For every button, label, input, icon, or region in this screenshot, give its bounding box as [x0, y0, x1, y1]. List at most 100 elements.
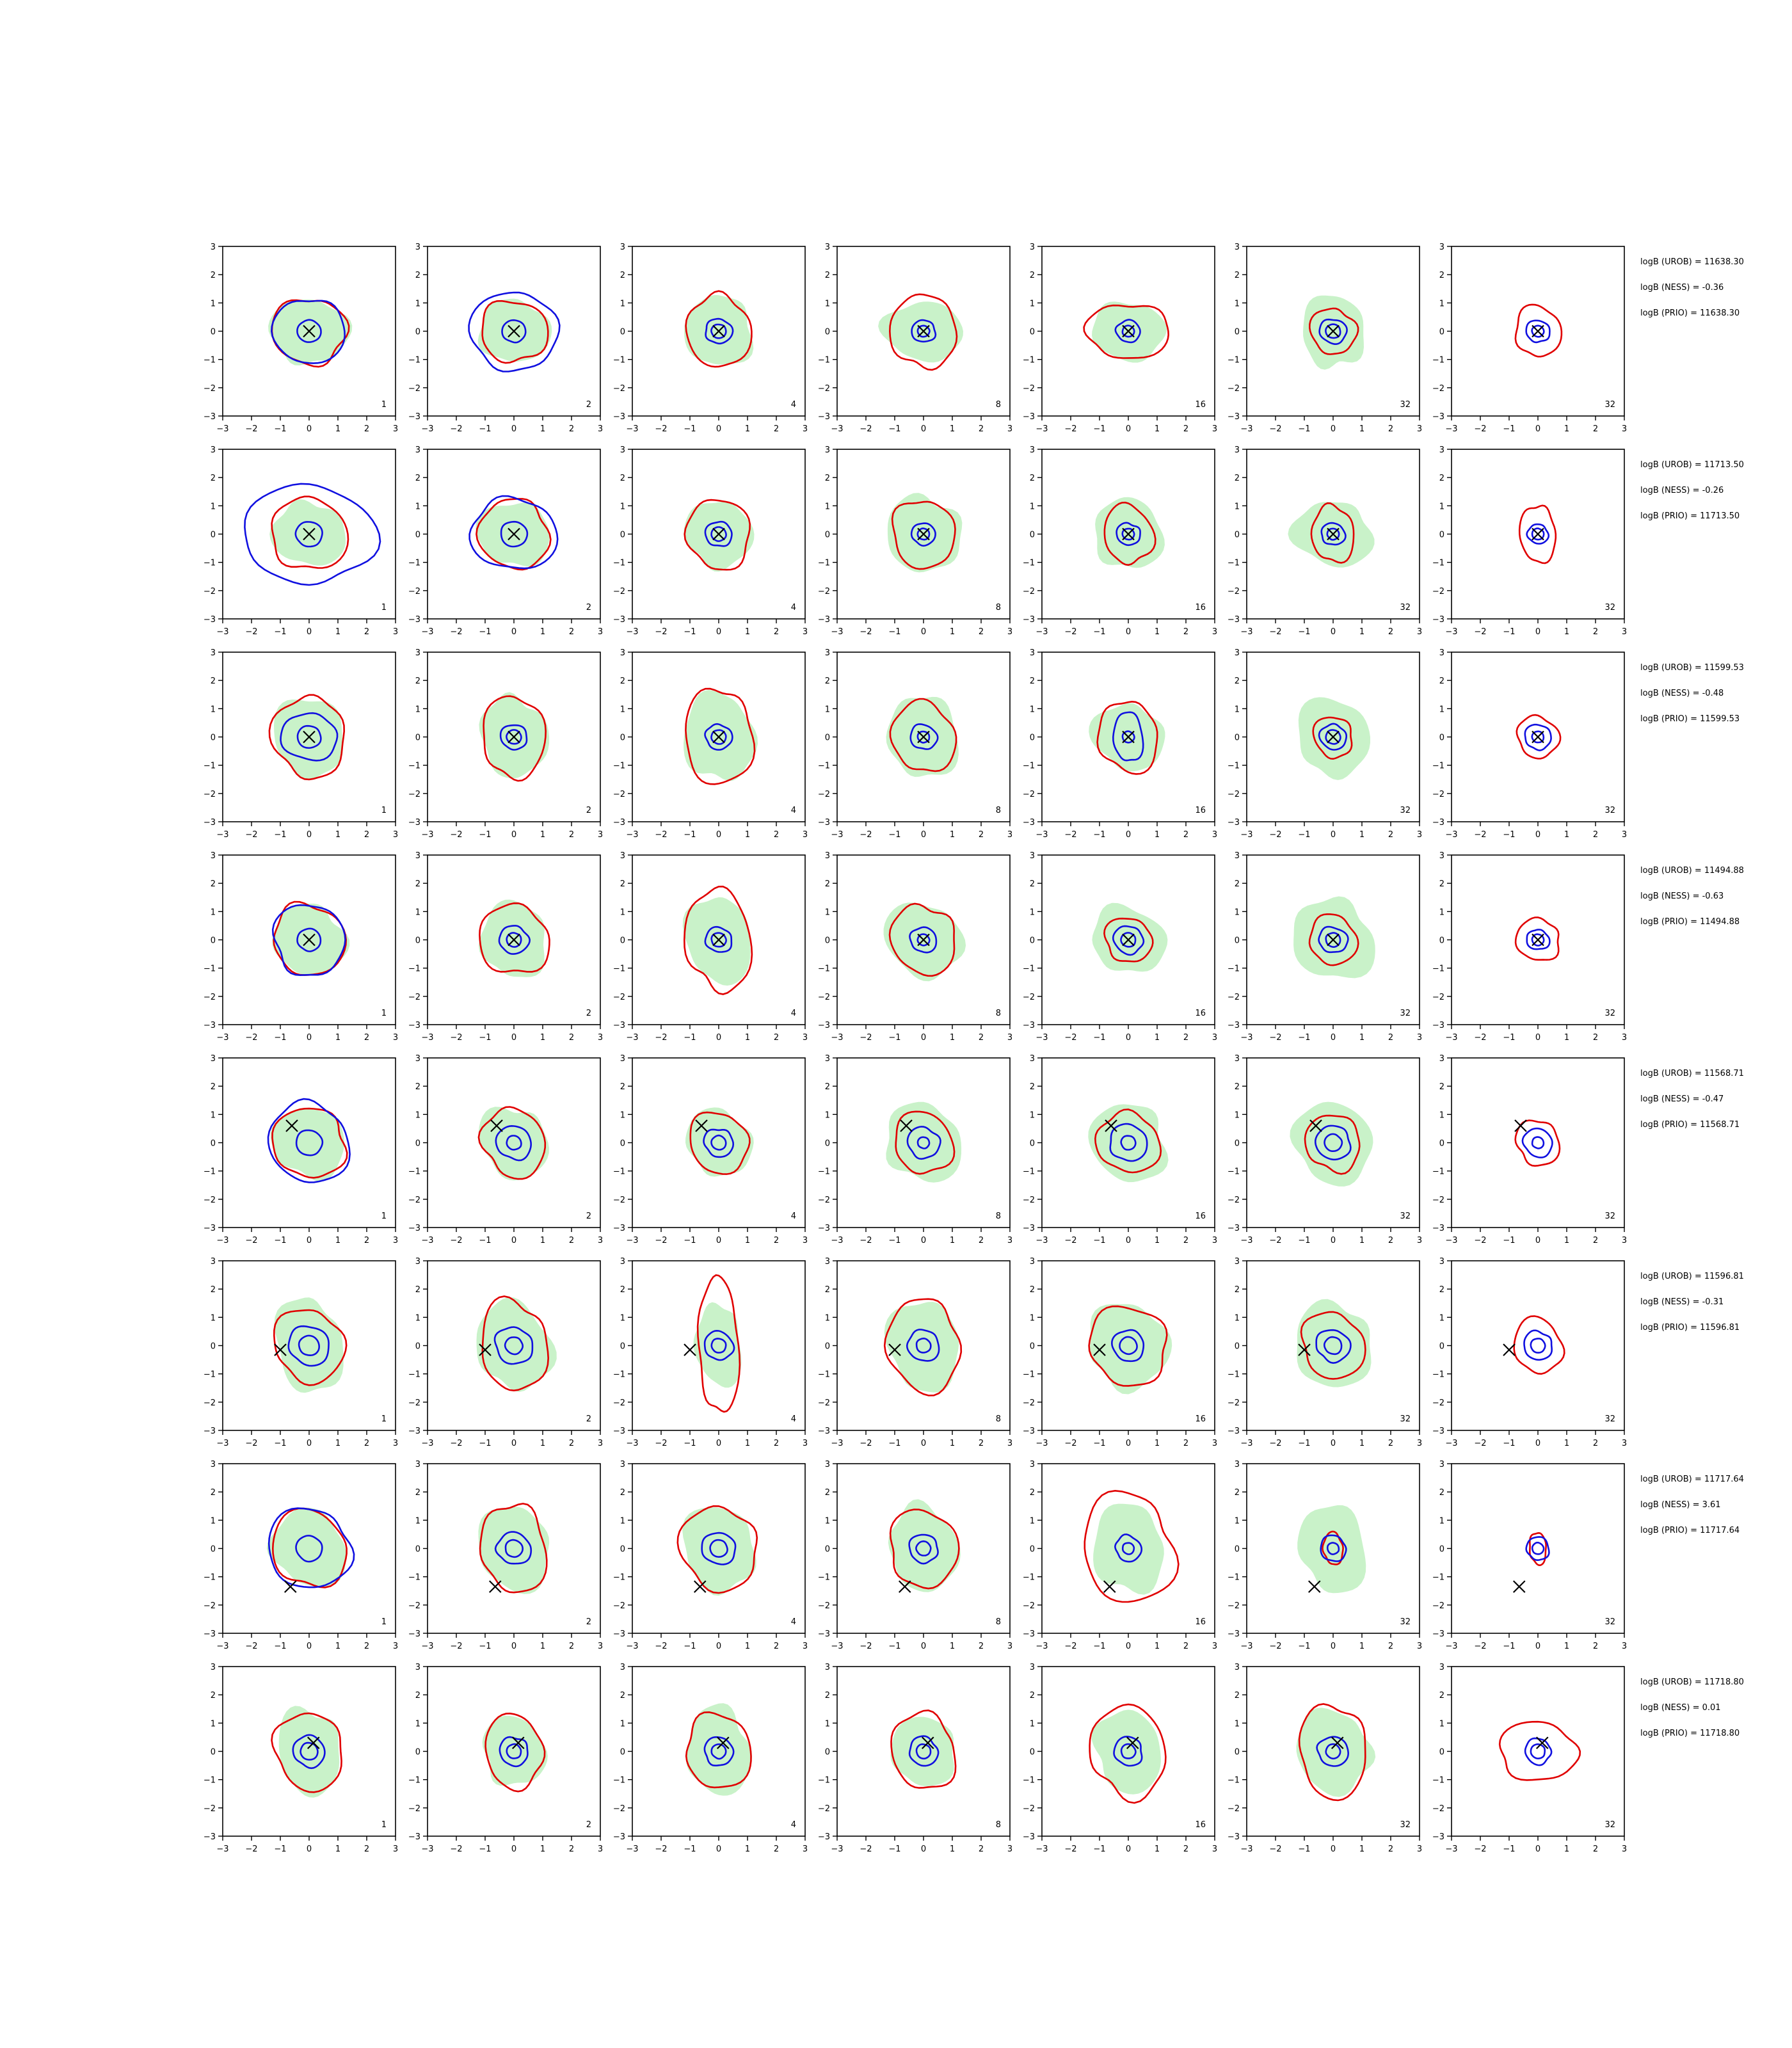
- y-tick-label: 2: [620, 676, 625, 686]
- y-tick-label: −3: [204, 1224, 216, 1233]
- true-value-marker: [303, 324, 316, 338]
- y-tick-label: 3: [825, 1460, 830, 1469]
- x-tick-label: 1: [950, 1642, 955, 1651]
- x-tick-label: 3: [1212, 627, 1217, 637]
- x-tick-label: −2: [655, 1236, 667, 1245]
- y-tick-label: −2: [1228, 384, 1240, 394]
- y-tick-label: −2: [1023, 1601, 1035, 1611]
- y-tick-label: 1: [620, 705, 625, 714]
- blue-contour: [710, 1338, 727, 1354]
- blue-contour: [1325, 729, 1341, 745]
- x-tick-label: 1: [1359, 1033, 1364, 1043]
- y-tick-label: 1: [415, 1110, 420, 1120]
- red-contour: [1514, 1119, 1561, 1167]
- y-tick-label: −3: [204, 412, 216, 422]
- x-tick-label: 2: [979, 1033, 984, 1043]
- x-tick-label: −3: [1445, 424, 1457, 434]
- x-tick-label: 3: [598, 830, 603, 840]
- y-tick-label: 2: [1439, 1488, 1444, 1498]
- true-value-marker: [900, 1119, 913, 1132]
- x-tick-label: 2: [569, 1033, 574, 1043]
- plot-area: [244, 483, 381, 586]
- red-contour: [685, 290, 753, 368]
- blue-contour: [710, 729, 727, 745]
- y-tick-label: 2: [1439, 474, 1444, 483]
- y-tick-label: −2: [1432, 1196, 1444, 1205]
- panel-label: 16: [1195, 1009, 1206, 1018]
- x-tick-label: 2: [569, 424, 574, 434]
- y-tick-label: 2: [1030, 271, 1035, 280]
- subplot-r8-c7: −3 −2 −1 0 1 2 3 −3 −2 −1 0 1 2 3 32: [1432, 1663, 1627, 1854]
- x-tick-label: −1: [1503, 1844, 1515, 1854]
- stats-line: logB (PRIO) = 11718.80: [1640, 1729, 1740, 1738]
- blue-contour: [1114, 319, 1141, 344]
- y-tick-label: −3: [204, 1021, 216, 1030]
- y-tick-label: 3: [825, 851, 830, 861]
- x-tick-label: 1: [335, 424, 340, 434]
- subplot-r3-c3: −3 −2 −1 0 1 2 3 −3 −2 −1 0 1 2 3 4: [613, 648, 808, 840]
- x-tick-label: −1: [1503, 1642, 1515, 1651]
- y-tick-label: −2: [1023, 1196, 1035, 1205]
- y-tick-label: 0: [825, 936, 830, 946]
- x-tick-label: −2: [860, 1236, 872, 1245]
- x-tick-label: 3: [1007, 1439, 1012, 1448]
- blue-contour: [296, 319, 322, 343]
- subplot-grid: −3 −2 −1 0 1 2 3 −3 −2 −1 0 1 2 3 1 −3 −2 −1 0 1 2 3 −3 −2 −1 0 1 2…: [204, 243, 1744, 1854]
- x-tick-label: 3: [1212, 1844, 1217, 1854]
- x-tick-label: −2: [655, 1439, 667, 1448]
- panel-label: 32: [1604, 1212, 1615, 1221]
- blue-contour: [504, 1336, 524, 1356]
- x-tick-label: −2: [1269, 627, 1281, 637]
- y-tick-label: 0: [620, 1342, 625, 1352]
- x-tick-label: 0: [1535, 830, 1540, 840]
- x-tick-label: −1: [274, 1439, 286, 1448]
- x-tick-label: −2: [450, 627, 462, 637]
- x-tick-label: 1: [1359, 830, 1364, 840]
- x-tick-label: −3: [1240, 1844, 1252, 1854]
- y-tick-label: 1: [415, 1719, 420, 1729]
- panel-label: 8: [996, 1617, 1001, 1627]
- y-tick-label: 3: [415, 1054, 420, 1064]
- true-value-marker: [274, 1343, 287, 1356]
- x-tick-label: 2: [1183, 830, 1188, 840]
- x-tick-label: 3: [598, 1642, 603, 1651]
- x-tick-label: −3: [1445, 1844, 1457, 1854]
- y-tick-label: −1: [1228, 1167, 1240, 1177]
- y-tick-label: 1: [1439, 502, 1444, 511]
- density-fill: [1089, 1304, 1172, 1395]
- y-tick-label: 3: [211, 1054, 216, 1064]
- y-tick-label: −3: [1228, 615, 1240, 625]
- subplot-r8-c1: −3 −2 −1 0 1 2 3 −3 −2 −1 0 1 2 3 1: [204, 1663, 398, 1854]
- x-tick-label: 2: [569, 1236, 574, 1245]
- y-tick-label: 1: [415, 908, 420, 917]
- blue-contour: [1525, 1536, 1550, 1562]
- x-tick-label: 0: [1535, 1439, 1540, 1448]
- y-tick-label: −1: [1432, 1573, 1444, 1583]
- x-tick-label: −3: [1036, 627, 1048, 637]
- true-value-marker: [1105, 1119, 1117, 1132]
- x-tick-label: −3: [216, 1439, 228, 1448]
- density-fill: [1091, 1709, 1161, 1795]
- red-contour: [1300, 1311, 1366, 1380]
- y-tick-label: 0: [620, 936, 625, 946]
- x-tick-label: −2: [245, 627, 257, 637]
- true-value-marker: [695, 1119, 708, 1132]
- y-tick-label: 2: [415, 1691, 420, 1700]
- y-tick-label: −2: [818, 384, 830, 394]
- x-tick-label: −1: [274, 424, 286, 434]
- x-tick-label: −1: [1298, 1844, 1310, 1854]
- y-tick-label: 3: [825, 1663, 830, 1672]
- y-tick-label: 2: [1235, 474, 1240, 483]
- x-tick-label: −1: [1298, 1236, 1310, 1245]
- x-tick-label: −3: [216, 830, 228, 840]
- x-tick-label: 0: [307, 1439, 312, 1448]
- x-tick-label: −1: [684, 1033, 696, 1043]
- y-tick-label: −1: [818, 559, 830, 568]
- x-tick-label: 3: [1417, 627, 1422, 637]
- stats-line: logB (UROB) = 11638.30: [1640, 257, 1744, 267]
- y-tick-label: −1: [1228, 559, 1240, 568]
- red-contour: [481, 1295, 550, 1392]
- x-tick-label: 1: [1564, 1642, 1569, 1651]
- plot-area: [1095, 497, 1165, 568]
- x-tick-label: 1: [1155, 1439, 1160, 1448]
